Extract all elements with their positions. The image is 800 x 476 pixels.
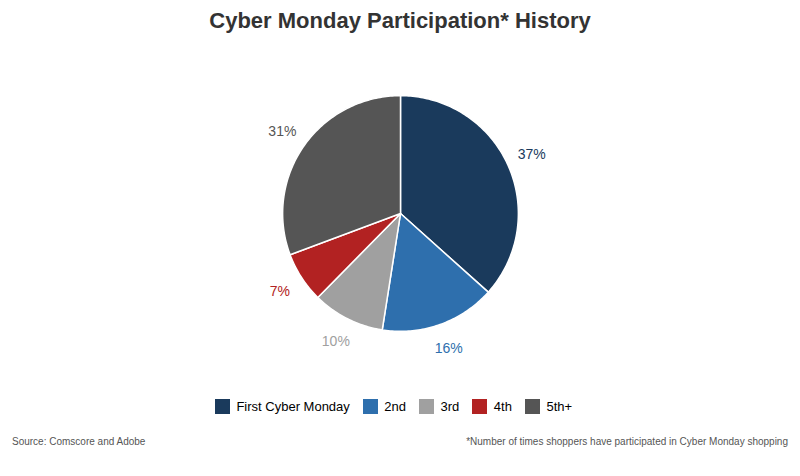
html-text:Cyber Monday Participation* Hi: Cyber Monday Participation* History: [209, 8, 591, 33]
html-text:2nd: 2nd: [384, 399, 406, 414]
html-text:3rd: 3rd: [440, 399, 460, 414]
html-text:*Number of times shoppers have: *Number of times shoppers have participa…: [466, 435, 788, 447]
html-text:4th: 4th: [493, 399, 512, 414]
svg-text:7%: 7%: [270, 283, 290, 299]
html-text:First Cyber Monday: First Cyber Monday: [236, 399, 350, 414]
svg-text:10%: 10%: [322, 333, 350, 349]
html-text:Source: Comscore and Adobe: Source: Comscore and Adobe: [12, 435, 146, 447]
svg-text:16%: 16%: [435, 340, 463, 356]
svg-text:31%: 31%: [268, 123, 296, 139]
html-text:5th+: 5th+: [546, 399, 573, 414]
svg-text:37%: 37%: [518, 146, 546, 162]
